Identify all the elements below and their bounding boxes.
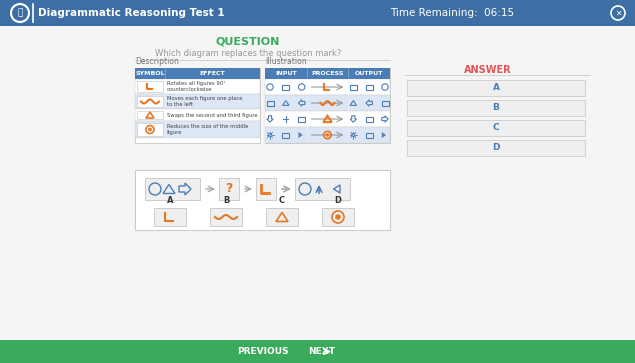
FancyBboxPatch shape xyxy=(256,178,276,200)
FancyBboxPatch shape xyxy=(154,208,186,226)
FancyBboxPatch shape xyxy=(407,100,585,116)
Text: Time Remaining:  06:15: Time Remaining: 06:15 xyxy=(390,8,514,18)
Text: Reduces the size of the middle
figure: Reduces the size of the middle figure xyxy=(167,124,248,135)
Text: SYMBOL: SYMBOL xyxy=(135,71,165,76)
FancyBboxPatch shape xyxy=(135,68,260,143)
FancyBboxPatch shape xyxy=(137,96,163,107)
Text: A: A xyxy=(493,83,500,93)
Text: Moves each figure one place
to the left: Moves each figure one place to the left xyxy=(167,96,243,107)
FancyBboxPatch shape xyxy=(407,140,585,156)
Text: C: C xyxy=(279,196,285,205)
FancyBboxPatch shape xyxy=(135,109,260,121)
FancyBboxPatch shape xyxy=(135,79,260,94)
Text: D: D xyxy=(492,143,500,152)
Text: NEXT: NEXT xyxy=(308,347,335,356)
Text: Swaps the second and third figure: Swaps the second and third figure xyxy=(167,113,258,118)
FancyBboxPatch shape xyxy=(137,111,163,119)
Text: OUTPUT: OUTPUT xyxy=(355,71,384,76)
Text: Which diagram replaces the question mark?: Which diagram replaces the question mark… xyxy=(155,49,341,57)
Text: EFFECT: EFFECT xyxy=(199,71,225,76)
Text: A: A xyxy=(167,196,173,205)
Circle shape xyxy=(326,134,329,136)
FancyBboxPatch shape xyxy=(407,120,585,136)
FancyBboxPatch shape xyxy=(265,111,390,127)
FancyBboxPatch shape xyxy=(407,80,585,96)
FancyBboxPatch shape xyxy=(135,94,260,109)
Text: B: B xyxy=(223,196,229,205)
Text: C: C xyxy=(493,123,499,132)
Circle shape xyxy=(335,215,340,220)
FancyBboxPatch shape xyxy=(135,170,390,230)
Polygon shape xyxy=(382,132,386,138)
FancyBboxPatch shape xyxy=(0,0,635,26)
FancyBboxPatch shape xyxy=(322,208,354,226)
Text: PREVIOUS: PREVIOUS xyxy=(237,347,289,356)
FancyBboxPatch shape xyxy=(266,208,298,226)
Text: ANSWER: ANSWER xyxy=(464,65,512,75)
FancyBboxPatch shape xyxy=(0,340,635,363)
FancyBboxPatch shape xyxy=(295,178,350,200)
FancyBboxPatch shape xyxy=(145,178,200,200)
FancyBboxPatch shape xyxy=(265,127,390,143)
Text: B: B xyxy=(493,103,500,113)
FancyBboxPatch shape xyxy=(210,208,242,226)
Text: QUESTION: QUESTION xyxy=(216,37,280,47)
FancyBboxPatch shape xyxy=(137,123,163,136)
Text: Diagrammatic Reasoning Test 1: Diagrammatic Reasoning Test 1 xyxy=(38,8,225,18)
Text: 🍎: 🍎 xyxy=(17,8,23,17)
FancyBboxPatch shape xyxy=(137,81,163,92)
FancyBboxPatch shape xyxy=(265,68,390,143)
Text: INPUT: INPUT xyxy=(275,71,297,76)
Text: Description: Description xyxy=(135,57,179,66)
Text: Illustration: Illustration xyxy=(265,57,307,66)
Polygon shape xyxy=(298,132,303,138)
FancyBboxPatch shape xyxy=(265,68,390,79)
FancyBboxPatch shape xyxy=(265,79,390,95)
Circle shape xyxy=(149,128,152,131)
Text: Rotates all figures 90°
counterclockwise: Rotates all figures 90° counterclockwise xyxy=(167,81,226,92)
Text: ✕: ✕ xyxy=(615,8,621,17)
FancyBboxPatch shape xyxy=(219,178,239,200)
Text: PROCESS: PROCESS xyxy=(311,71,344,76)
Text: ?: ? xyxy=(225,183,232,196)
Text: D: D xyxy=(335,196,342,205)
FancyBboxPatch shape xyxy=(135,121,260,138)
FancyBboxPatch shape xyxy=(135,68,260,79)
FancyBboxPatch shape xyxy=(265,95,390,111)
